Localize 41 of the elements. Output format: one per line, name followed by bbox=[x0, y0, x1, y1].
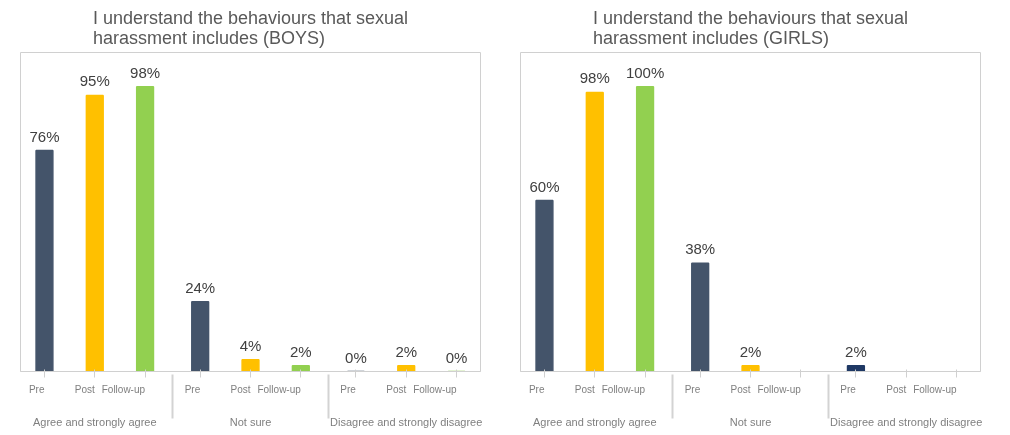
data-label: 95% bbox=[79, 72, 110, 90]
text: Pre bbox=[840, 384, 856, 395]
text: Follow-up bbox=[757, 384, 801, 395]
data-label: 2% bbox=[395, 342, 418, 360]
text: Post bbox=[230, 384, 251, 395]
series-label: Post bbox=[574, 384, 595, 395]
x-tick-label: Not sure bbox=[729, 415, 772, 428]
series-label: Pre bbox=[28, 384, 45, 395]
text: Post bbox=[386, 384, 407, 395]
series-label: Follow-up bbox=[601, 384, 646, 395]
text: Pre bbox=[340, 384, 356, 395]
data-label: 2% bbox=[739, 342, 762, 360]
x-tick-label: Disagree and strongly disagree bbox=[830, 415, 983, 428]
data-label: 2% bbox=[845, 342, 867, 360]
text: Pre bbox=[184, 384, 201, 395]
text: Pre bbox=[684, 384, 701, 395]
data-label: 0% bbox=[445, 348, 468, 366]
data-label: 0% bbox=[345, 348, 367, 366]
data-label: 2% bbox=[289, 342, 312, 360]
x-tick-label: Disagree and strongly disagree bbox=[330, 415, 483, 428]
series-label: Follow-up bbox=[101, 384, 146, 395]
chart-title: I understand the behaviours that sexual harassment includes (BOYS) bbox=[92, 7, 409, 48]
data-label: 98% bbox=[130, 63, 161, 81]
data-label: 98% bbox=[579, 69, 610, 87]
data-label: 60% bbox=[529, 177, 560, 195]
series-label: Post bbox=[74, 384, 95, 395]
data-label: 24% bbox=[185, 278, 216, 296]
text: Follow-up bbox=[913, 384, 957, 395]
text: Follow-up bbox=[413, 384, 457, 395]
text: Post bbox=[886, 384, 907, 395]
text: Post bbox=[730, 384, 751, 395]
chart-title: I understand the behaviours that sexual harassment includes (GIRLS) bbox=[592, 7, 909, 48]
data-label: 38% bbox=[685, 240, 716, 258]
x-tick-label: Agree and strongly agree bbox=[33, 415, 157, 428]
text: Follow-up bbox=[257, 384, 301, 395]
series-label: Pre bbox=[528, 384, 545, 395]
data-label: 4% bbox=[239, 336, 262, 354]
data-label: 76% bbox=[29, 127, 60, 145]
x-tick-label: Agree and strongly agree bbox=[533, 415, 657, 428]
x-tick-label: Not sure bbox=[229, 415, 272, 428]
data-label: 100% bbox=[625, 63, 665, 81]
